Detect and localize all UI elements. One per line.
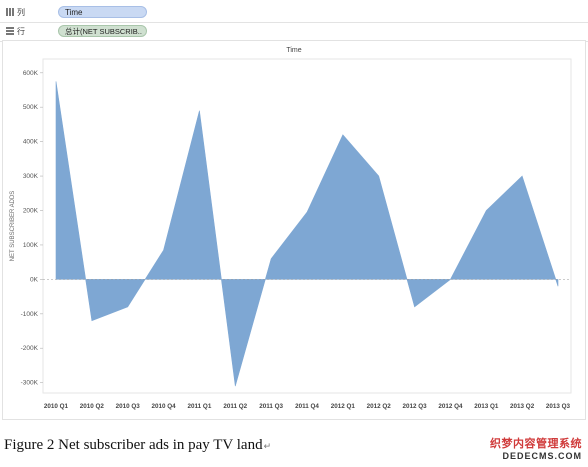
watermark: 织梦内容管理系统 DEDECMS.COM [490, 435, 582, 461]
figure-caption: Figure 2 Net subscriber ads in pay TV la… [4, 437, 271, 454]
chart-title: Time [286, 47, 301, 54]
watermark-site: DEDECMS.COM [502, 451, 582, 461]
rows-shelf-label: 行 [17, 27, 25, 36]
x-tick-label: 2010 Q2 [80, 403, 105, 410]
watermark-title: 织梦内容管理系统 [490, 438, 582, 450]
plot-panel [42, 58, 572, 394]
x-tick-label: 2013 Q2 [510, 403, 535, 410]
y-tick-label: -200K [21, 345, 39, 352]
rows-icon [6, 27, 14, 35]
x-tick-label: 2010 Q1 [44, 403, 69, 410]
columns-icon [6, 8, 14, 16]
y-tick-label: -300K [21, 380, 39, 387]
y-tick-label: 0K [30, 276, 39, 283]
y-tick-label: 200K [23, 208, 39, 215]
y-tick-label: -100K [21, 311, 39, 318]
x-tick-label: 2010 Q4 [151, 403, 176, 410]
area-series [55, 81, 559, 387]
y-tick-label: 100K [23, 242, 39, 249]
y-tick-label: 600K [23, 70, 39, 77]
y-tick-label: 400K [23, 139, 39, 146]
x-tick-label: 2011 Q4 [295, 403, 319, 410]
area-chart: Time 600K 500K 400K 300K 200K 100K 0K -100K -200K… [10, 47, 572, 410]
x-tick-label: 2012 Q3 [402, 403, 427, 410]
paragraph-mark: ↵ [263, 441, 272, 451]
x-tick-label: 2011 Q2 [223, 403, 247, 410]
x-tick-label: 2012 Q1 [331, 403, 356, 410]
x-tick-label: 2011 Q3 [259, 403, 283, 410]
columns-pill-time[interactable]: Time [58, 6, 147, 18]
rows-pill-measure[interactable]: 总计(NET SUBSCRIB.. [58, 25, 147, 37]
y-axis-label: NET SUBSCRIBER ADDS [10, 191, 16, 262]
chart-view: Time 600K 500K 400K 300K 200K 100K 0K -100K -200K… [2, 40, 586, 420]
y-tick-label: 500K [23, 104, 39, 111]
x-tick-label: 2012 Q2 [367, 403, 392, 410]
x-tick-label: 2013 Q3 [546, 403, 571, 410]
columns-shelf-label: 列 [17, 8, 25, 17]
caption-text: Figure 2 Net subscriber ads in pay TV la… [4, 437, 263, 453]
columns-shelf: 列 Time [0, 4, 588, 23]
x-tick-label: 2010 Q3 [116, 403, 141, 410]
x-tick-label: 2013 Q1 [474, 403, 499, 410]
y-tick-label: 300K [23, 173, 39, 180]
x-tick-label: 2011 Q1 [188, 403, 212, 410]
x-tick-label: 2012 Q4 [438, 403, 463, 410]
